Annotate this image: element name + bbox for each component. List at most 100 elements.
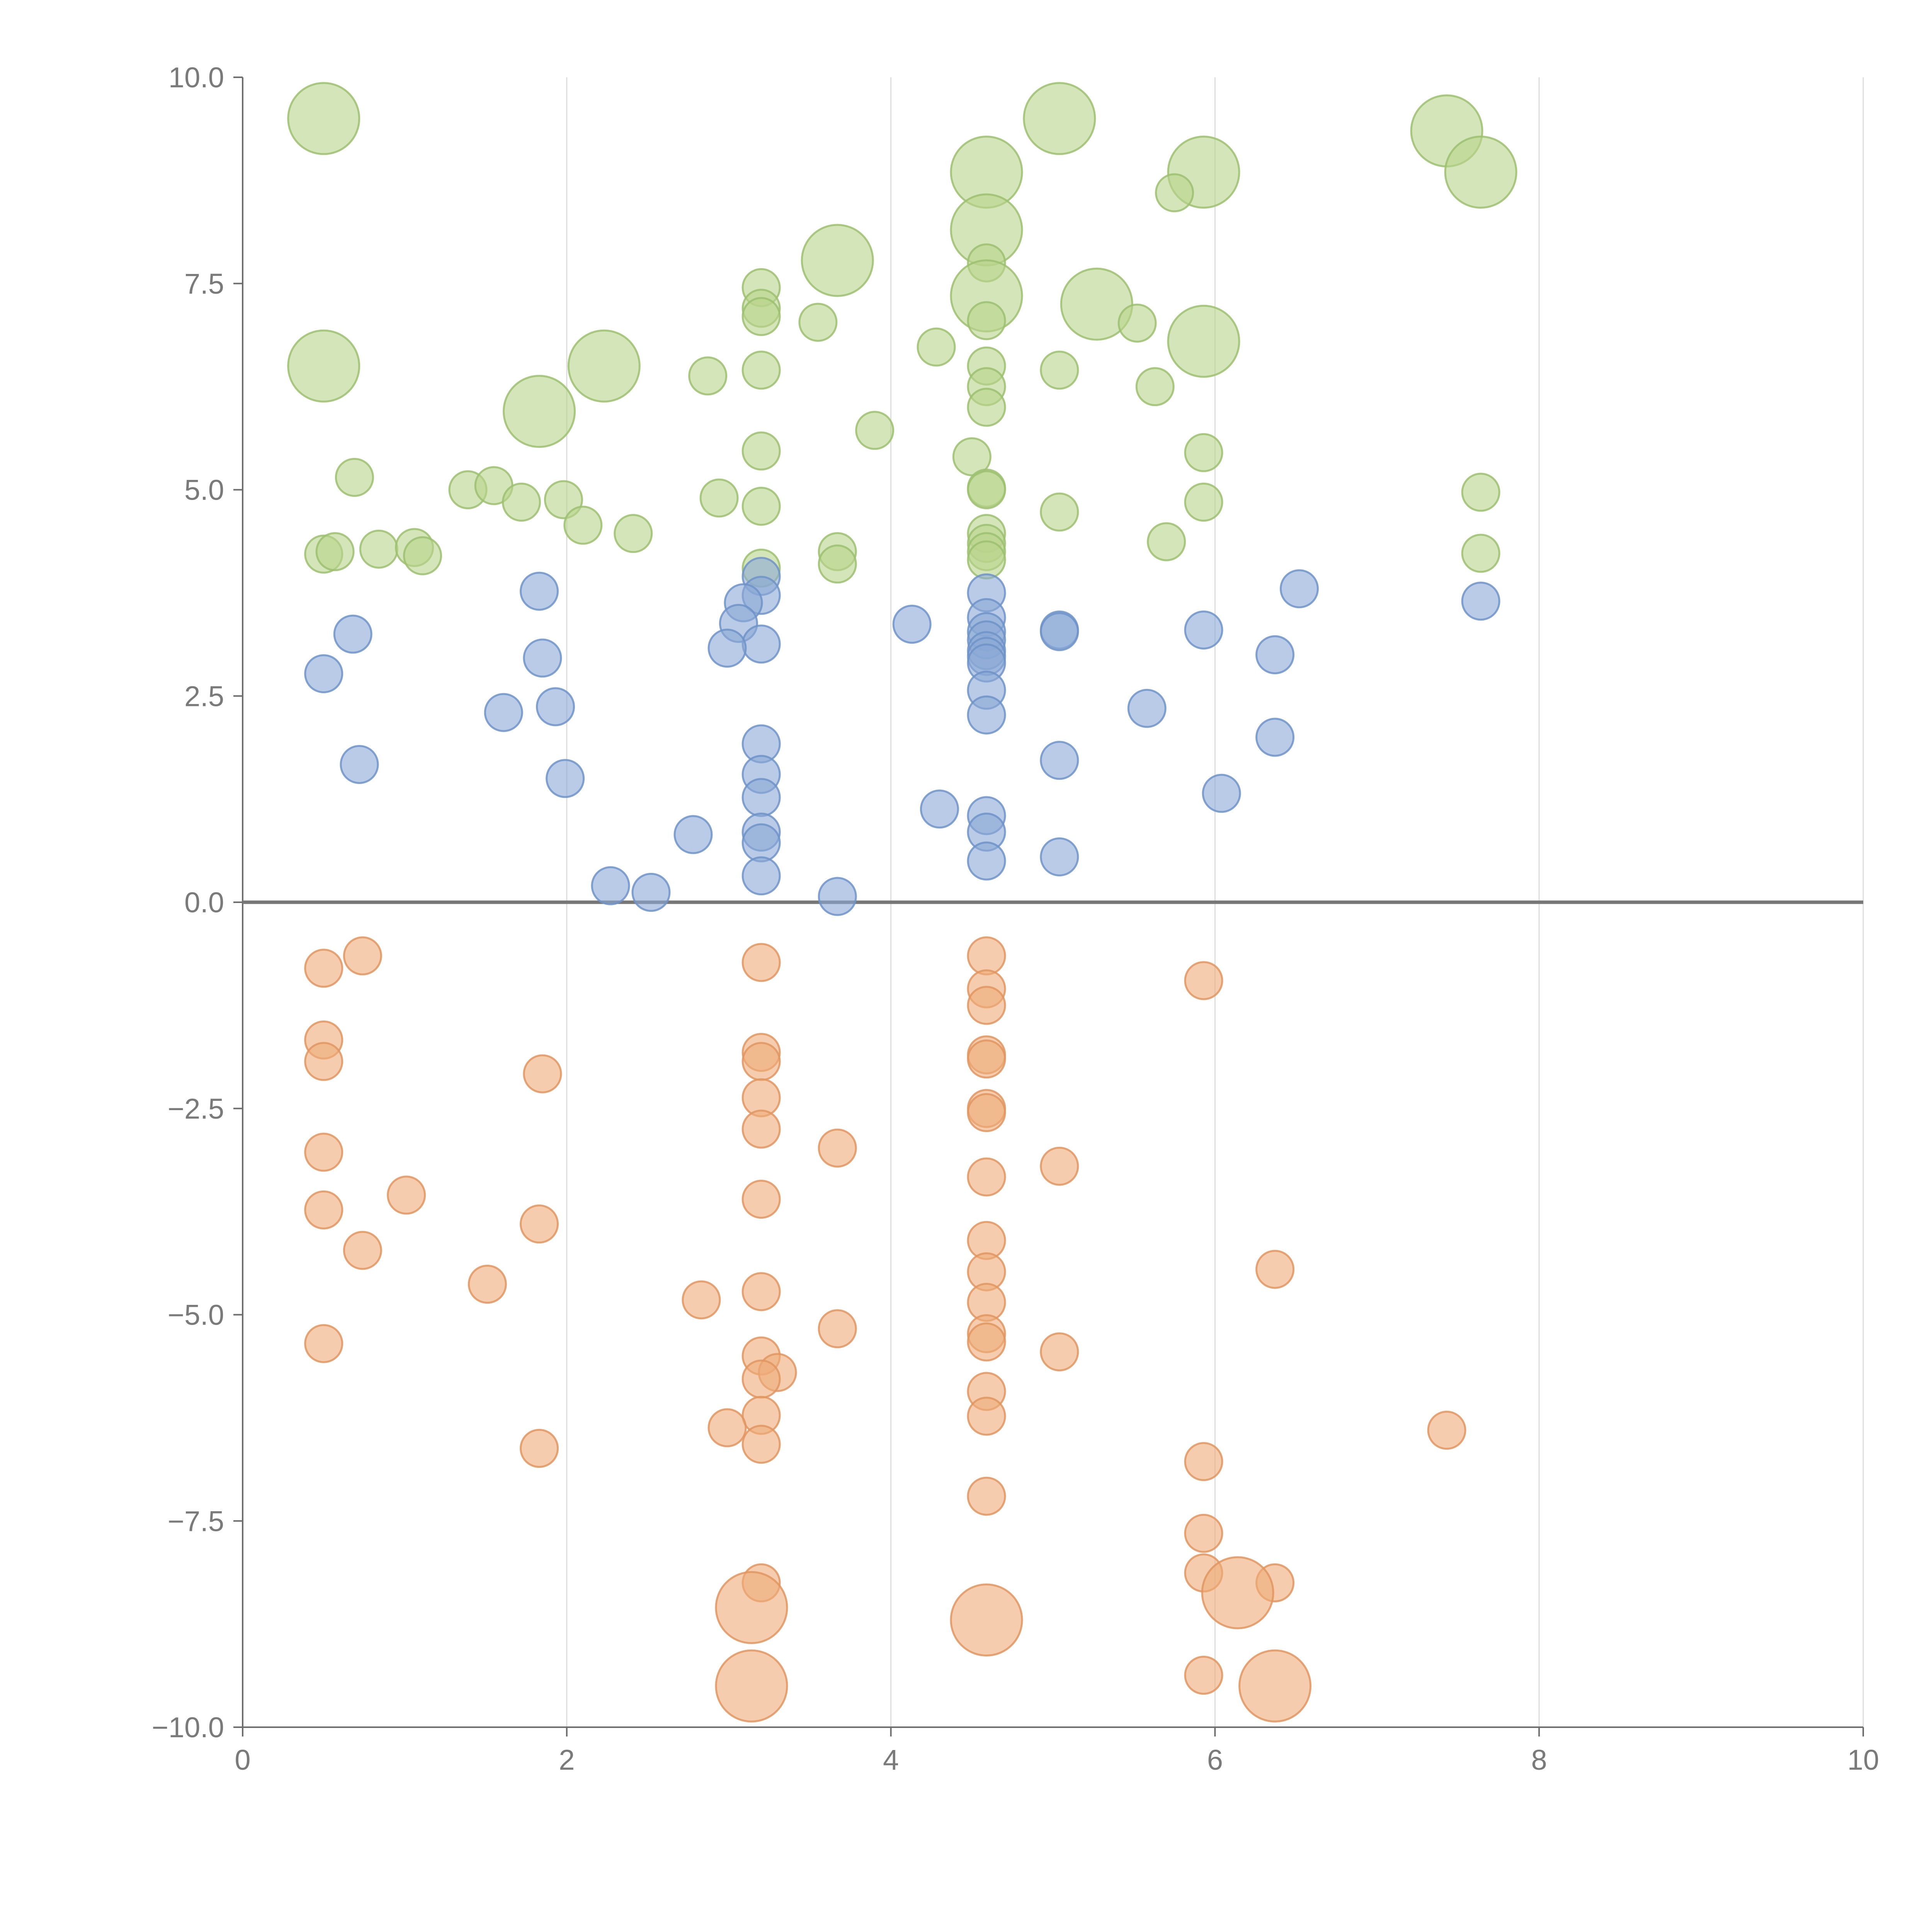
data-point-orange (742, 1180, 781, 1219)
data-point-orange (387, 1175, 426, 1215)
data-point-orange (343, 1231, 382, 1270)
data-point-blue (673, 815, 713, 854)
x-tick-label: 4 (883, 1744, 899, 1776)
data-point-orange (742, 1042, 781, 1081)
data-point-green (798, 303, 838, 342)
series-orange (304, 936, 1466, 1723)
x-tick-label: 8 (1531, 1744, 1547, 1776)
data-point-green (359, 529, 398, 569)
data-point-blue (484, 693, 523, 732)
points-layer (287, 82, 1517, 1723)
data-point-blue (1255, 718, 1295, 757)
data-point-blue (304, 654, 344, 694)
data-point-blue (546, 759, 585, 798)
data-point-orange (1201, 1556, 1274, 1629)
y-tick-label: −10.0 (152, 1711, 224, 1743)
data-point-green (688, 356, 728, 396)
data-point-blue (707, 628, 747, 668)
data-point-green (1155, 173, 1194, 213)
y-tick-label: 5.0 (184, 474, 224, 506)
data-point-orange (967, 986, 1006, 1025)
data-point-green (742, 350, 781, 390)
data-point-blue (742, 778, 781, 817)
y-tick-label: −7.5 (168, 1505, 224, 1537)
data-point-blue (1202, 774, 1241, 813)
data-point-green (1060, 267, 1133, 341)
data-point-green (1117, 303, 1157, 343)
data-point-green (315, 532, 355, 571)
data-point-green (855, 411, 895, 450)
data-point-green (699, 478, 739, 518)
data-point-orange (967, 936, 1006, 976)
data-point-green (1040, 350, 1079, 390)
data-point-green (287, 82, 361, 155)
data-point-orange (818, 1128, 857, 1168)
data-point-orange (343, 936, 382, 976)
data-point-blue (1279, 569, 1319, 609)
data-point-green (967, 540, 1006, 580)
y-tick-label: −5.0 (168, 1299, 224, 1331)
data-point-orange (523, 1054, 562, 1094)
data-point-green (503, 375, 576, 448)
data-point-orange (1184, 961, 1223, 1000)
data-point-green (917, 327, 956, 367)
data-point-blue (742, 624, 781, 664)
x-tick-label: 0 (235, 1744, 250, 1776)
data-point-orange (304, 1133, 344, 1172)
data-point-blue (631, 872, 671, 912)
data-point-green (1135, 367, 1175, 406)
data-point-green (742, 486, 781, 526)
data-point-orange (742, 1109, 781, 1149)
x-tick-label: 10 (1847, 1744, 1879, 1776)
data-point-orange (715, 1571, 788, 1644)
x-tick-label: 2 (559, 1744, 575, 1776)
data-point-orange (1040, 1146, 1079, 1186)
data-point-orange (520, 1204, 559, 1244)
y-tick-label: 2.5 (184, 680, 224, 712)
data-point-green (967, 301, 1006, 340)
data-point-orange (967, 1039, 1006, 1079)
data-point-orange (967, 1322, 1006, 1362)
data-point-orange (1040, 1332, 1079, 1372)
axes-layer: 0 2 4 6 8 10 10.0 7.5 5.0 2.5 0.0 −2.5 −5.0 −7.5 −10.0 (152, 61, 1879, 1776)
data-point-green (287, 329, 361, 403)
data-point-blue (1040, 612, 1079, 651)
data-point-green (742, 297, 781, 336)
data-point-blue (340, 745, 379, 784)
data-point-green (502, 483, 541, 522)
data-point-orange (682, 1280, 721, 1320)
data-point-orange (304, 1042, 344, 1081)
data-point-green (563, 505, 603, 545)
data-point-orange (818, 1309, 857, 1349)
data-point-blue (333, 614, 372, 654)
data-point-orange (1184, 1514, 1223, 1553)
data-point-green (1040, 492, 1079, 532)
data-point-orange (304, 949, 344, 988)
data-point-blue (1040, 837, 1079, 877)
data-point-green (742, 431, 781, 471)
data-point-green (1461, 473, 1500, 512)
data-point-orange (742, 943, 781, 982)
y-tick-label: 10.0 (168, 61, 224, 94)
x-tick-label: 6 (1207, 1744, 1223, 1776)
data-point-blue (536, 687, 575, 726)
data-point-orange (967, 1093, 1006, 1132)
data-point-green (614, 514, 653, 553)
data-point-green (403, 536, 442, 575)
data-point-blue (1255, 635, 1295, 674)
data-point-blue (920, 789, 959, 829)
data-point-blue (742, 823, 781, 862)
data-point-orange (742, 1359, 781, 1399)
data-point-blue (967, 695, 1006, 735)
data-point-green (1444, 136, 1517, 209)
data-point-blue (967, 841, 1006, 881)
data-point-orange (1184, 1655, 1223, 1695)
data-point-green (567, 329, 641, 403)
data-point-blue (742, 856, 781, 896)
data-point-blue (591, 866, 630, 905)
data-point-blue (523, 638, 562, 678)
data-point-green (801, 224, 874, 297)
y-tick-label: 7.5 (184, 268, 224, 300)
data-point-blue (892, 605, 932, 644)
